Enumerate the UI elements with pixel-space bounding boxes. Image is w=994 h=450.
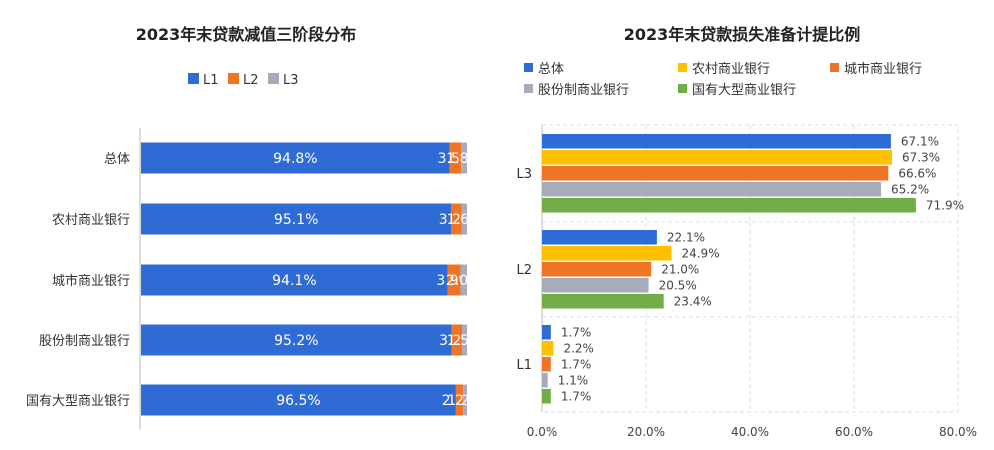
right-data-label: 22.1% [667,231,705,245]
left-data-label-l3: 1.2% [447,393,483,409]
left-data-label-l3: 1.6% [447,212,483,228]
right-data-label: 2.2% [563,342,594,356]
right-category-labels: L3 L2 L1 [516,167,532,373]
right-category-label: L2 [516,263,532,278]
left-data-label-l1: 95.1% [274,212,318,228]
right-bar [542,278,649,293]
left-category-label: 股份制商业银行 [39,334,130,349]
left-legend-swatch-l3 [268,73,279,84]
left-category-label: 农村商业银行 [52,213,130,228]
right-data-label: 1.7% [561,326,592,340]
right-data-label: 67.3% [902,151,940,165]
left-legend-swatch-l2 [228,73,239,84]
right-data-label: 67.1% [901,135,939,149]
left-category-label: 总体 [104,152,130,167]
right-x-tick-label: 40.0% [731,425,769,439]
left-bar-l3 [462,324,467,356]
right-data-label: 66.6% [898,167,936,181]
left-data-label-l3: 1.8% [446,151,482,167]
left-bar-l2 [455,384,464,416]
left-bar-l1 [141,142,450,174]
right-legend-label: 农村商业银行 [692,62,770,77]
right-legend-swatch [678,84,687,93]
right-legend-label: 城市商业银行 [844,61,922,77]
right-data-label: 23.4% [674,295,712,309]
left-data-label-l1: 94.8% [273,151,317,167]
right-x-tick-label: 20.0% [627,425,665,439]
right-data-label: 65.2% [891,183,929,197]
right-data-label: 1.7% [561,358,592,372]
left-data-label-l2: 2.2% [442,393,478,409]
right-bar [542,262,652,277]
left-data-label-l3: 2.0% [446,273,482,289]
right-bar [542,389,551,404]
left-bar-l2 [449,142,462,174]
left-bar-l1 [141,324,452,356]
left-legend-label-l3: L3 [283,73,299,88]
left-legend-swatch-l1 [188,73,199,84]
right-bar [542,230,657,245]
right-category-label: L1 [516,358,532,373]
left-category-label: 城市商业银行 [52,273,130,289]
left-bar-l3 [460,264,467,296]
right-x-tick-label: 60.0% [835,425,873,439]
right-legend-swatch [678,63,687,72]
left-data-label-l1: 96.5% [276,393,320,409]
right-legend-label: 股份制商业银行 [538,83,629,98]
left-bar-l2 [451,324,463,356]
right-data-label: 24.9% [681,247,719,261]
right-legend-label: 总体 [538,62,564,77]
left-bar-l1 [141,203,452,235]
right-bar [542,373,548,388]
right-bar [542,166,889,181]
left-bar-l2 [451,203,462,235]
right-legend-label: 国有大型商业银行 [692,83,796,98]
left-bar-l1 [141,264,448,296]
right-legend-swatch [830,63,839,72]
left-chart-title: 2023年末贷款减值三阶段分布 [136,25,357,44]
left-legend-label-l2: L2 [243,73,259,88]
right-legend-swatch [524,84,533,93]
right-category-label: L3 [516,167,532,182]
right-data-label: 21.0% [661,263,699,277]
right-x-ticks: 0.0% 20.0% 40.0% 60.0% 80.0% [527,425,977,439]
left-chart: 2023年末贷款减值三阶段分布 L1 L2 L3 总体农村商业银行城市商业银行股份制… [26,25,483,430]
right-bar [542,198,916,213]
left-bar-l3 [461,203,467,235]
left-legend-label-l1: L1 [203,73,219,88]
right-bar [542,341,554,356]
right-bar [542,294,664,309]
right-data-label: 1.7% [561,390,592,404]
left-bar-l3 [461,142,467,174]
right-bar [542,325,551,340]
right-bar [542,182,882,197]
right-bar [542,357,551,372]
right-x-tick-label: 0.0% [527,425,558,439]
right-data-label: 20.5% [659,279,697,293]
right-chart-title: 2023年末贷款损失准备计提比例 [624,25,861,44]
left-data-label-l1: 95.2% [274,333,318,349]
right-bar [542,150,892,165]
right-x-tick-label: 80.0% [939,425,977,439]
left-data-label-l1: 94.1% [272,273,316,289]
left-bars: 94.8% 3.5%1.8%95.1% 3.2%1.6%94.1% 3.9%2.0%9… [141,142,483,416]
right-data-label: 71.9% [926,199,964,213]
right-data-label: 1.1% [558,374,589,388]
left-data-label-l3: 1.5% [447,333,483,349]
left-bar-l3 [463,384,467,416]
left-bar-l1 [141,384,456,416]
right-bar [542,134,891,149]
right-bars: 67.1% 67.3% 66.6% 65.2% 71.9% 22.1% 24.9% 21.0%… [542,134,964,404]
left-legend: L1 L2 L3 [188,73,299,88]
left-category-label: 国有大型商业银行 [26,394,130,409]
right-legend-swatch [524,63,533,72]
left-bar-l2 [447,264,461,296]
right-bar [542,246,672,261]
